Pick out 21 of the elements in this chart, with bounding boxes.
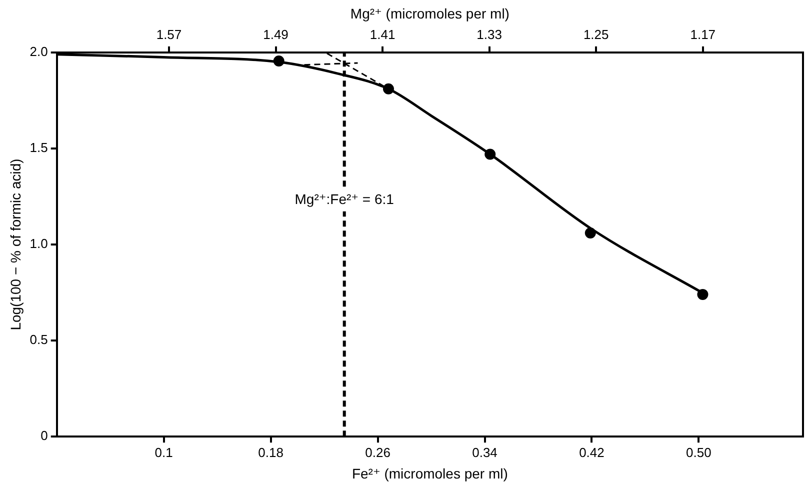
y-tick-label: 0.5 xyxy=(30,332,48,348)
annotation: Mg²⁺:Fe²⁺ = 6:1 xyxy=(294,191,394,208)
x-tick-label: 0.26 xyxy=(365,444,390,460)
x2-tick-label: 1.57 xyxy=(156,27,182,42)
x2-tick-label: 1.25 xyxy=(583,27,609,42)
x2-tick-label: 1.41 xyxy=(370,27,396,42)
y-tick-label: 1.0 xyxy=(30,236,48,252)
x2-axis-title: Mg²⁺ (micromoles per ml) xyxy=(350,5,510,22)
x-tick-label: 0.18 xyxy=(258,444,284,460)
x-axis-title: Fe²⁺ (micromoles per ml) xyxy=(352,465,508,482)
x-tick-label: 0.34 xyxy=(472,444,498,460)
x2-tick-label: 1.49 xyxy=(263,27,288,42)
x-tick-label: 0.42 xyxy=(579,444,604,460)
y-tick-label: 0 xyxy=(40,428,48,444)
x2-tick-label: 1.33 xyxy=(476,27,502,42)
x-tick-label: 0.1 xyxy=(154,444,173,460)
y-axis-title: Log(100 − % of formic acid) xyxy=(7,158,24,330)
y-tick-label: 1.5 xyxy=(30,140,48,156)
y-tick-label: 2.0 xyxy=(30,44,48,59)
x2-tick-label: 1.17 xyxy=(690,27,716,42)
x-tick-label: 0.50 xyxy=(686,444,712,460)
